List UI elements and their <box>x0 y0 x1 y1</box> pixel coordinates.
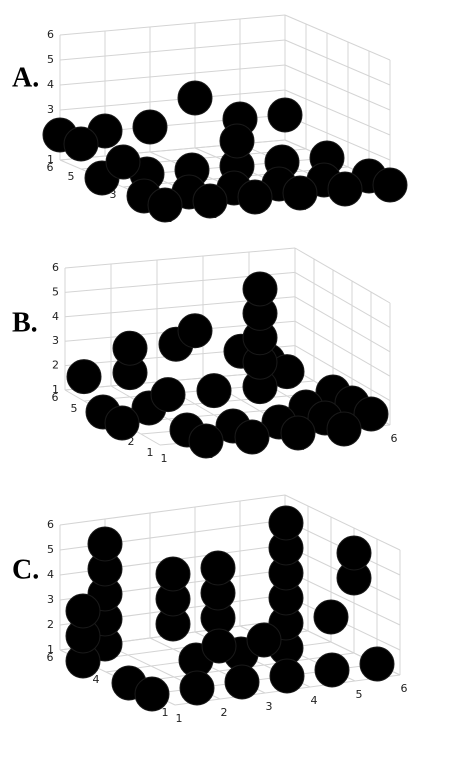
sphere <box>66 359 102 395</box>
grid-line <box>284 569 401 626</box>
sphere <box>268 505 304 541</box>
x-tick-label: 1 <box>161 452 168 465</box>
grid-line <box>294 320 391 377</box>
z-tick-label: 3 <box>47 103 54 116</box>
sphere <box>177 313 213 349</box>
grid-line <box>59 64 286 86</box>
sphere <box>237 179 273 215</box>
sphere <box>65 593 101 629</box>
z-tick-label: 3 <box>52 334 59 347</box>
grid-line <box>59 89 286 111</box>
z-tick-label: 6 <box>47 28 54 41</box>
sphere <box>282 175 318 211</box>
sphere <box>326 411 362 447</box>
z-tick-label: 5 <box>52 285 59 298</box>
y-tick-label: 1 <box>147 446 154 459</box>
panel-label: A. <box>12 62 39 93</box>
sphere <box>327 171 363 207</box>
sphere <box>150 377 186 413</box>
y-tick-label: 5 <box>68 170 75 183</box>
z-tick-label: 2 <box>52 359 59 372</box>
sphere <box>234 419 270 455</box>
sphere <box>134 676 170 712</box>
grid-line <box>294 296 391 353</box>
y-tick-label: 2 <box>128 435 135 448</box>
y-tick-label: 6 <box>47 161 54 174</box>
x-tick-label: 1 <box>176 712 183 725</box>
z-tick-label: 4 <box>47 568 54 581</box>
z-tick-label: 4 <box>52 310 59 323</box>
sphere <box>280 415 316 451</box>
sphere <box>112 330 148 366</box>
grid-line <box>284 494 401 551</box>
z-tick-label: 4 <box>47 78 54 91</box>
grid-line <box>284 14 391 61</box>
sphere <box>196 373 232 409</box>
sphere <box>267 97 303 133</box>
sphere <box>192 183 228 219</box>
panel: B.123456123456123456 <box>12 247 398 465</box>
x-tick-label: 6 <box>391 432 398 445</box>
z-tick-label: 5 <box>47 53 54 66</box>
panel: A.123456123456123456 <box>12 14 408 225</box>
x-tick-label: 3 <box>266 700 273 713</box>
sphere <box>200 550 236 586</box>
grid-line <box>59 39 286 61</box>
grid-line <box>64 247 296 269</box>
sphere <box>177 80 213 116</box>
sphere <box>105 144 141 180</box>
sphere <box>132 109 168 145</box>
panel-label: B. <box>12 307 38 338</box>
sphere <box>201 628 237 664</box>
sphere <box>353 396 389 432</box>
y-tick-label: 6 <box>52 391 59 404</box>
sphere <box>155 556 191 592</box>
grid-line <box>284 39 391 86</box>
z-tick-label: 1 <box>47 153 54 166</box>
z-tick-label: 6 <box>52 261 59 274</box>
x-tick-label: 2 <box>221 706 228 719</box>
grid-line <box>294 247 391 304</box>
grid-line <box>59 14 286 36</box>
sphere <box>224 664 260 700</box>
z-tick-label: 2 <box>47 618 54 631</box>
sphere <box>359 646 395 682</box>
sphere <box>314 652 350 688</box>
z-tick-label: 5 <box>47 543 54 556</box>
sphere <box>372 167 408 203</box>
grid-line <box>284 89 391 136</box>
grid-line <box>294 345 391 402</box>
sphere <box>313 599 349 635</box>
grid-line <box>59 494 286 526</box>
y-tick-label: 4 <box>93 673 100 686</box>
sphere <box>63 126 99 162</box>
z-tick-label: 1 <box>52 383 59 396</box>
sphere <box>188 423 224 459</box>
sphere <box>179 670 215 706</box>
x-tick-label: 5 <box>356 688 363 701</box>
sphere <box>269 658 305 694</box>
sphere <box>147 187 183 223</box>
sphere <box>242 271 278 307</box>
sphere <box>87 526 123 562</box>
panel-label: C. <box>12 554 39 585</box>
grid-line <box>294 271 391 328</box>
z-tick-label: 6 <box>47 518 54 531</box>
x-tick-label: 6 <box>401 682 408 695</box>
x-tick-label: 4 <box>311 694 318 707</box>
grid-line <box>284 64 391 111</box>
sphere <box>104 405 140 441</box>
panel: C.123456123456123456 <box>12 494 408 725</box>
sphere <box>219 123 255 159</box>
y-tick-label: 5 <box>71 402 78 415</box>
z-tick-label: 1 <box>47 643 54 656</box>
z-tick-label: 3 <box>47 593 54 606</box>
grid-line <box>284 114 391 161</box>
sphere <box>246 622 282 658</box>
sphere <box>336 535 372 571</box>
y-tick-label: 1 <box>162 706 169 719</box>
y-tick-label: 6 <box>47 651 54 664</box>
y-tick-label: 3 <box>110 188 117 201</box>
